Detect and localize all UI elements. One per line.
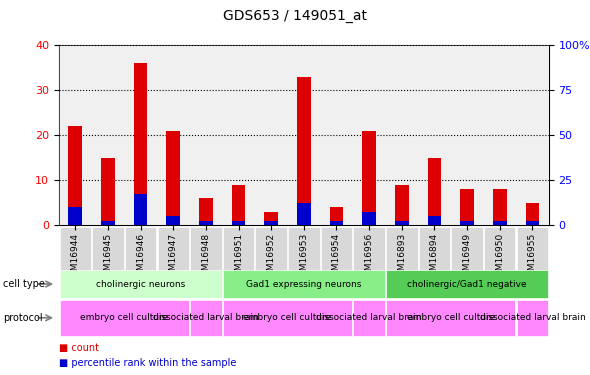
Text: ■ percentile rank within the sample: ■ percentile rank within the sample [59, 357, 237, 368]
Bar [101, 220, 115, 225]
Text: cell type: cell type [3, 279, 45, 289]
Bar [166, 130, 180, 225]
Bar [199, 220, 213, 225]
Text: embryo cell culture: embryo cell culture [407, 314, 495, 322]
Bar [330, 220, 343, 225]
Text: cholinergic/Gad1 negative: cholinergic/Gad1 negative [407, 280, 527, 289]
Text: dissociated larval brain: dissociated larval brain [316, 314, 422, 322]
Bar [264, 211, 278, 225]
Bar [362, 211, 376, 225]
Text: embryo cell culture: embryo cell culture [80, 314, 168, 322]
Bar [362, 130, 376, 225]
Bar [232, 184, 245, 225]
Bar [395, 184, 409, 225]
Bar [68, 207, 82, 225]
Bar [395, 220, 409, 225]
Bar [264, 220, 278, 225]
Text: ■ count: ■ count [59, 342, 99, 352]
Bar [166, 216, 180, 225]
Bar [428, 158, 441, 225]
Text: dissociated larval brain: dissociated larval brain [480, 314, 585, 322]
Bar [297, 202, 311, 225]
Bar [297, 76, 311, 225]
Text: dissociated larval brain: dissociated larval brain [153, 314, 259, 322]
Text: embryo cell culture: embryo cell culture [244, 314, 332, 322]
Bar [199, 198, 213, 225]
Text: cholinergic neurons: cholinergic neurons [96, 280, 185, 289]
Bar [460, 220, 474, 225]
Bar [134, 194, 148, 225]
Text: GDS653 / 149051_at: GDS653 / 149051_at [223, 9, 367, 23]
Bar [232, 220, 245, 225]
Bar [526, 202, 539, 225]
Bar [460, 189, 474, 225]
Bar [428, 216, 441, 225]
Text: protocol: protocol [3, 313, 42, 323]
Bar [101, 158, 115, 225]
Bar [493, 189, 507, 225]
Text: Gad1 expressing neurons: Gad1 expressing neurons [246, 280, 362, 289]
Bar [330, 207, 343, 225]
Bar [493, 220, 507, 225]
Bar [134, 63, 148, 225]
Bar [68, 126, 82, 225]
Bar [526, 220, 539, 225]
